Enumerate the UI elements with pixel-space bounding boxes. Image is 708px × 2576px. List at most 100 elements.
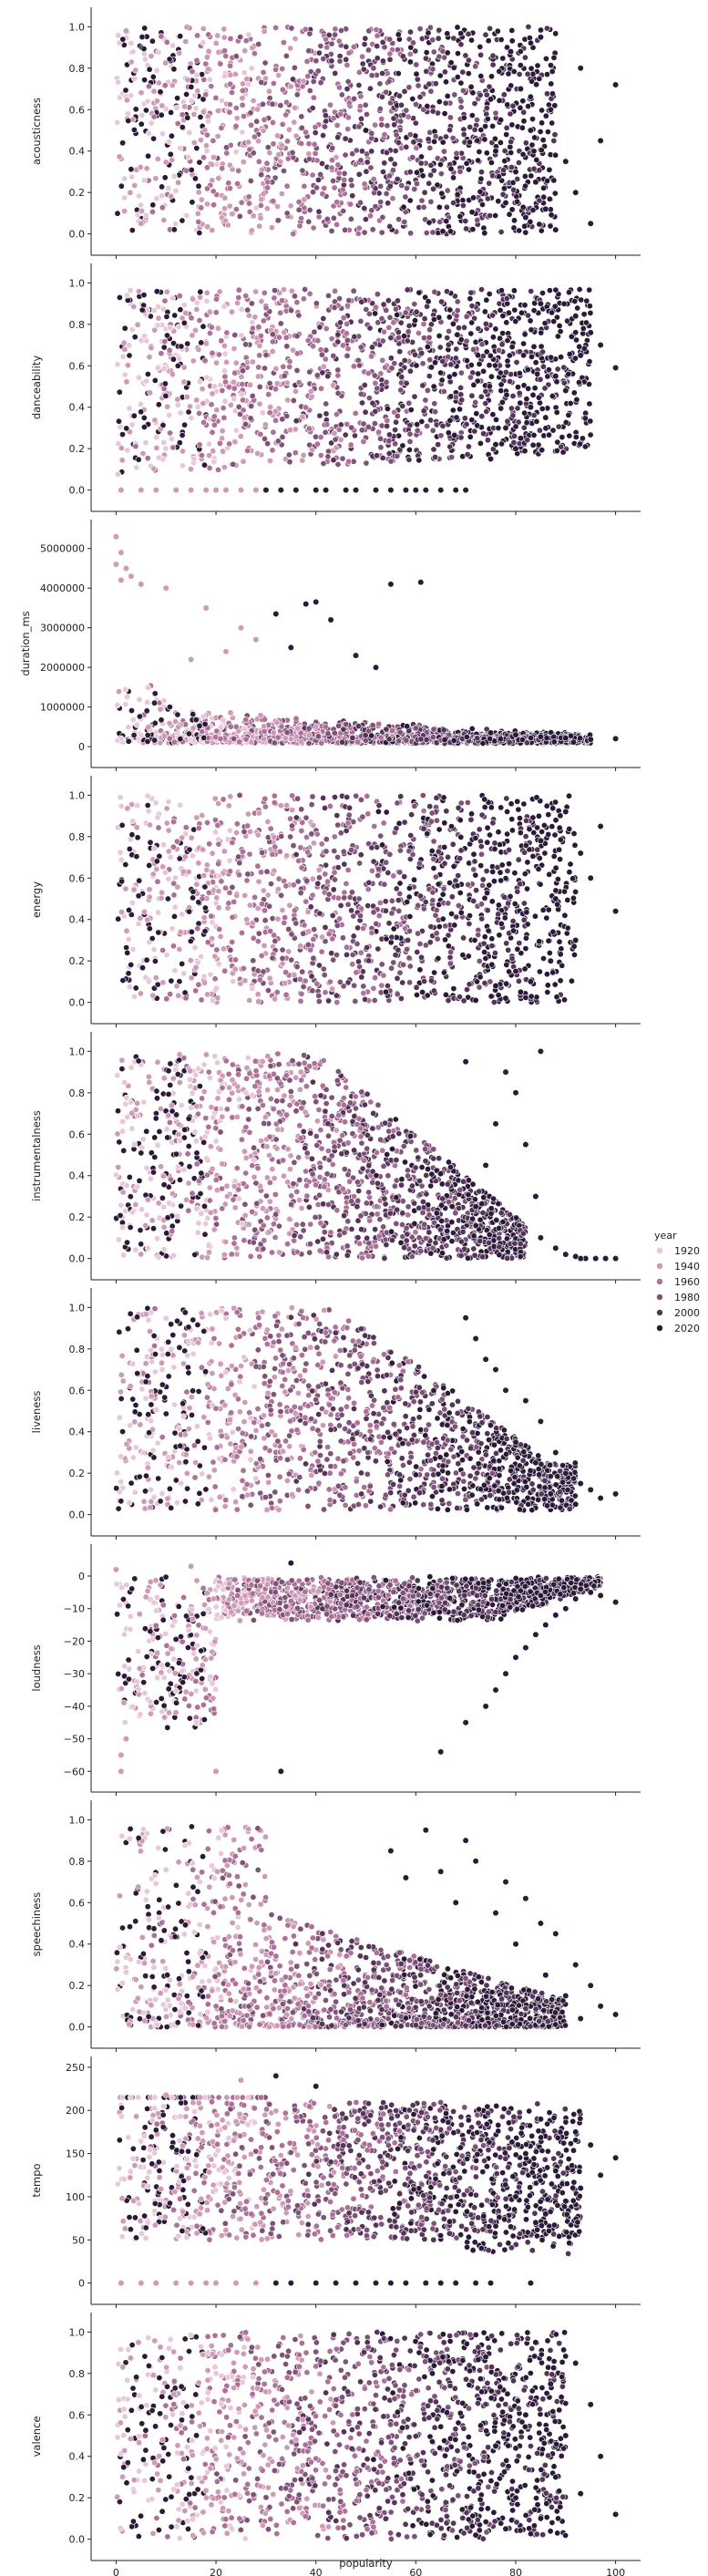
data-point <box>487 455 495 463</box>
data-point <box>252 486 260 494</box>
data-point <box>527 127 535 134</box>
data-point <box>597 341 604 349</box>
data-point <box>547 2380 554 2387</box>
legend-entry: 2000 <box>674 1307 700 1319</box>
y-tick-label: 0.4 <box>69 402 86 414</box>
data-point <box>472 2531 479 2539</box>
data-point <box>462 1058 469 1066</box>
data-point <box>512 731 519 738</box>
data-point <box>512 1089 519 1097</box>
y-tick-label: 150 <box>66 2148 85 2160</box>
y-tick-label: 0.6 <box>69 1385 86 1396</box>
data-point <box>532 1631 539 1638</box>
data-point <box>572 936 580 944</box>
y-tick-label: 0.8 <box>69 1344 86 1355</box>
panel-acousticness: 0.0 0.2 0.4 0.6 0.8 1.0 acousticness <box>30 7 641 259</box>
data-point <box>138 220 145 227</box>
data-point <box>237 486 245 494</box>
data-point <box>512 1654 519 1661</box>
legend-entry: 2020 <box>674 1323 700 1334</box>
point-cloud-energy <box>114 791 580 1006</box>
legend-marker <box>656 1262 663 1270</box>
data-point <box>611 1254 620 1262</box>
data-point <box>472 1203 479 1211</box>
data-point <box>202 604 210 612</box>
data-point <box>502 1386 509 1394</box>
y-tick-label: 0.6 <box>69 104 86 116</box>
data-point <box>372 2280 380 2287</box>
y-tick-label: 0.2 <box>69 955 86 967</box>
data-point <box>517 85 525 93</box>
data-point <box>611 2154 620 2161</box>
y-tick-label: 0.0 <box>69 229 86 241</box>
data-point <box>262 486 270 494</box>
data-point <box>138 486 145 494</box>
data-point <box>611 364 620 372</box>
data-point <box>562 158 569 165</box>
data-point <box>532 2219 539 2226</box>
data-point <box>572 313 580 320</box>
y-tick-label: −20 <box>64 1635 85 1647</box>
data-point <box>597 1592 604 1599</box>
y-tick-label: 0 <box>78 741 85 753</box>
data-point <box>597 1494 604 1502</box>
data-point <box>592 1254 600 1262</box>
data-point <box>547 957 554 964</box>
data-point <box>303 600 310 608</box>
point-cloud-loudness <box>113 1573 604 1731</box>
y-tick-label: 0 <box>78 1571 85 1582</box>
y-tick-label: 0.2 <box>69 1980 86 1992</box>
y-tick-label: 0.6 <box>69 872 86 884</box>
y-tick-label: −60 <box>64 1766 85 1777</box>
data-point <box>517 435 525 442</box>
data-point <box>452 2280 459 2287</box>
data-point <box>552 2473 559 2481</box>
y-tick-label: 100 <box>66 2191 85 2203</box>
data-point <box>572 1961 580 1969</box>
data-point <box>527 2280 535 2287</box>
y-tick-label: 1.0 <box>69 277 86 289</box>
data-point <box>522 1396 529 1405</box>
y-tick-label: 0.8 <box>69 1856 86 1868</box>
legend-marker <box>656 1293 663 1301</box>
data-point <box>402 2280 410 2287</box>
data-point <box>502 424 509 432</box>
y-tick-label: 250 <box>66 2062 85 2074</box>
y-axis-label: duration_ms <box>19 611 32 675</box>
data-point <box>577 352 584 359</box>
data-point <box>437 486 445 494</box>
data-point <box>472 1334 479 1343</box>
data-point <box>387 581 395 588</box>
data-point <box>437 2280 445 2287</box>
data-point <box>492 1120 499 1128</box>
data-point <box>462 1837 469 1844</box>
data-point <box>507 47 515 56</box>
y-tick-label: 0.0 <box>69 2534 86 2546</box>
panels: 0.00.20.40.60.81.0acousticness0.00.20.40… <box>19 7 641 2576</box>
data-point <box>537 1047 545 1055</box>
data-point <box>537 1417 545 1425</box>
data-point <box>542 1621 549 1629</box>
data-point <box>292 486 300 494</box>
data-point <box>577 2014 584 2023</box>
data-point <box>522 2411 529 2418</box>
y-tick-label: −30 <box>64 1668 85 1680</box>
legend: year 1920 1940 1960 1980 2000 2020 <box>654 1230 700 1334</box>
data-point <box>313 2280 320 2287</box>
data-point <box>118 2280 125 2287</box>
data-point <box>462 1314 469 1322</box>
data-point <box>112 533 119 541</box>
data-point <box>437 1748 445 1756</box>
data-point <box>343 486 350 494</box>
data-point <box>532 179 539 186</box>
data-point <box>188 655 195 664</box>
data-point <box>587 2141 594 2148</box>
data-point <box>202 486 210 494</box>
data-point <box>502 1878 509 1886</box>
legend-entry: 1940 <box>674 1261 700 1273</box>
data-point <box>118 549 125 556</box>
data-point <box>118 1767 125 1775</box>
data-point <box>172 2280 180 2287</box>
data-point <box>562 1251 569 1258</box>
data-point <box>323 486 330 494</box>
